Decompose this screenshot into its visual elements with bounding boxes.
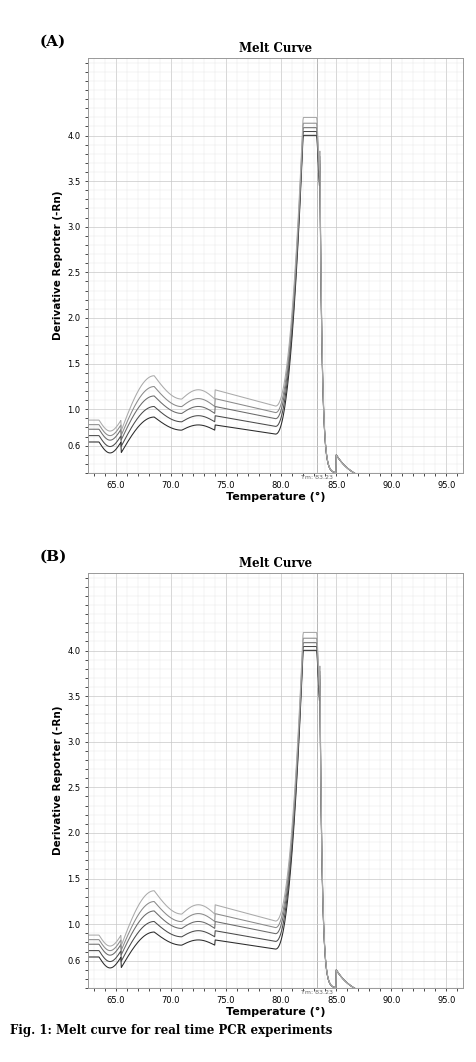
Y-axis label: Derivative Reporter (-Rn): Derivative Reporter (-Rn) bbox=[53, 706, 63, 855]
Text: Fig. 1: Melt curve for real time PCR experiments: Fig. 1: Melt curve for real time PCR exp… bbox=[10, 1024, 332, 1037]
Text: Tm: 83.23: Tm: 83.23 bbox=[300, 475, 332, 480]
Y-axis label: Derivative Reporter (-Rn): Derivative Reporter (-Rn) bbox=[53, 191, 63, 340]
Title: Melt Curve: Melt Curve bbox=[238, 558, 311, 570]
Text: (B): (B) bbox=[40, 550, 67, 564]
Title: Melt Curve: Melt Curve bbox=[238, 42, 311, 55]
Text: (A): (A) bbox=[40, 35, 66, 49]
X-axis label: Temperature (°): Temperature (°) bbox=[225, 1008, 325, 1017]
Text: Tm: 83.23: Tm: 83.23 bbox=[300, 990, 332, 995]
X-axis label: Temperature (°): Temperature (°) bbox=[225, 493, 325, 502]
